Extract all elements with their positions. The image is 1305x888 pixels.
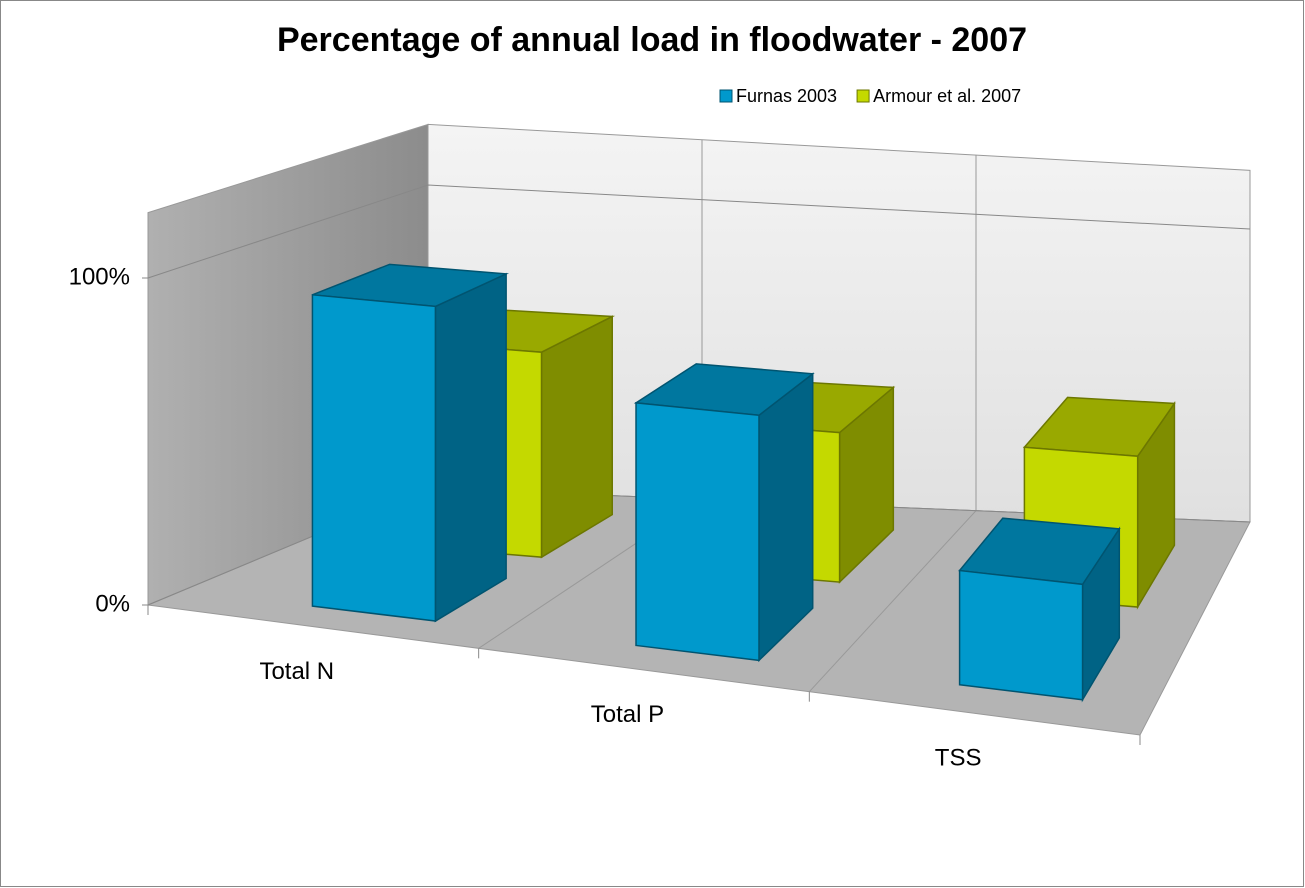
legend-swatch [856, 89, 870, 103]
legend-label: Furnas 2003 [736, 86, 837, 106]
bar-side [434, 272, 507, 623]
x-tick-label: Total N [259, 658, 334, 685]
bar-front [311, 293, 437, 622]
y-tick-label: 0% [95, 590, 130, 617]
bar [311, 263, 510, 623]
x-tick-label: TSS [935, 745, 982, 772]
x-tick-label: Total P [591, 701, 664, 728]
bar-side [540, 315, 613, 559]
floor-divider [808, 510, 977, 693]
y-tick-label: 100% [69, 263, 130, 290]
bar-front [958, 569, 1084, 701]
legend-swatch [719, 89, 733, 103]
grid-line [147, 184, 1251, 279]
chart-title: Percentage of annual load in floodwater … [277, 21, 1027, 59]
bar-front [635, 402, 760, 662]
legend-label: Armour et al. 2007 [873, 86, 1021, 106]
bar [633, 363, 815, 663]
bar [958, 517, 1121, 703]
